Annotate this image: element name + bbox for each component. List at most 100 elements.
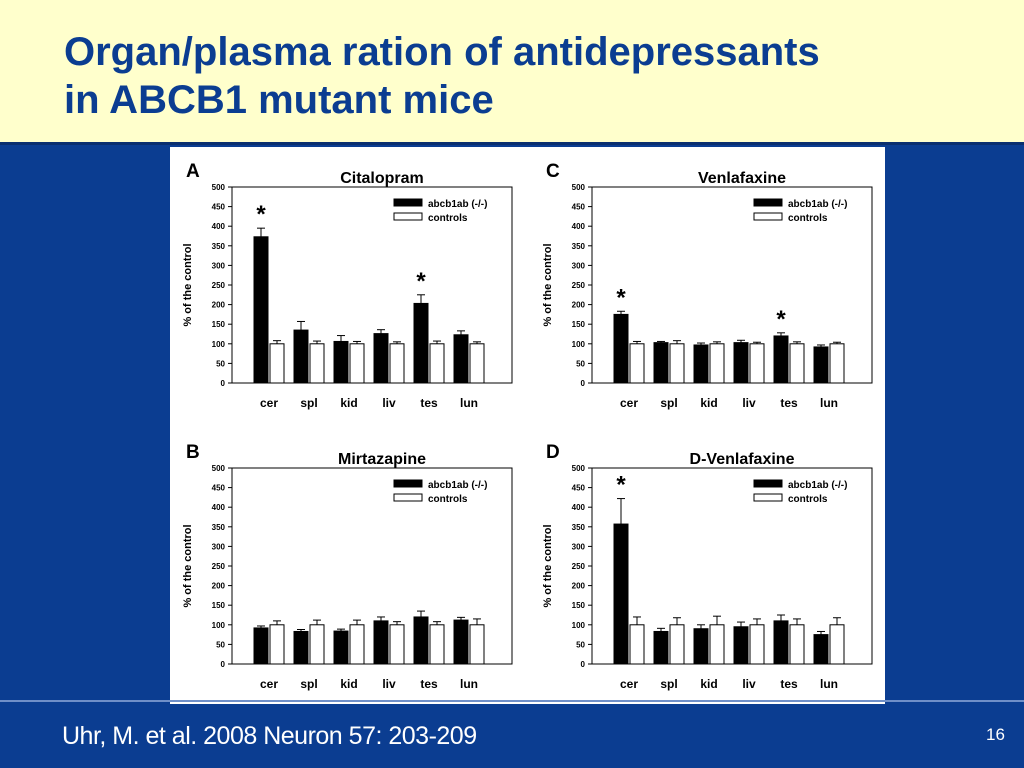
y-tick-label: 400 xyxy=(212,222,226,231)
y-tick-label: 50 xyxy=(216,359,225,368)
chart-title: Citalopram xyxy=(340,170,424,187)
y-tick-label: 300 xyxy=(212,542,226,551)
bar-mutant-kid xyxy=(333,340,349,384)
legend-label: abcb1ab (-/-) xyxy=(428,480,487,491)
chart-panel-c: C Venlafaxine 0 50 100 150 200 250 300 350 400 450 5… xyxy=(542,161,873,410)
bar-control-tes xyxy=(429,343,445,384)
x-tick-label-liv: liv xyxy=(382,677,396,691)
y-axis-label: % of the control xyxy=(182,524,194,607)
x-tick-label-kid: kid xyxy=(340,396,357,410)
y-tick-label: 250 xyxy=(572,281,586,290)
y-tick-label: 250 xyxy=(572,562,586,571)
bar-control-cer xyxy=(629,343,645,384)
bar-control-lun xyxy=(469,624,485,665)
bar-control-liv xyxy=(389,343,405,384)
y-tick-label: 300 xyxy=(572,261,586,270)
legend-label: controls xyxy=(428,494,468,505)
x-tick-label-lun: lun xyxy=(460,677,478,691)
x-tick-label-spl: spl xyxy=(660,677,677,691)
y-tick-label: 0 xyxy=(581,660,586,669)
y-tick-label: 200 xyxy=(572,301,586,310)
legend-swatch xyxy=(753,212,783,221)
bar-control-spl xyxy=(309,624,325,665)
bar-control-spl xyxy=(669,624,685,665)
y-tick-label: 400 xyxy=(572,503,586,512)
slide-title: Organ/plasma ration of antidepressants i… xyxy=(64,28,984,124)
y-tick-label: 100 xyxy=(572,340,586,349)
bar-control-tes xyxy=(789,343,805,384)
y-tick-label: 150 xyxy=(212,320,226,329)
bar-control-tes xyxy=(789,624,805,665)
bar-mutant-cer xyxy=(253,627,269,665)
y-tick-label: 200 xyxy=(212,582,226,591)
bar-mutant-tes xyxy=(773,620,789,665)
bar-mutant-kid xyxy=(693,344,709,384)
panel-letter: A xyxy=(186,161,200,182)
x-tick-label-kid: kid xyxy=(700,677,717,691)
bar-mutant-tes xyxy=(413,302,429,384)
y-tick-label: 0 xyxy=(221,660,226,669)
significance-marker: * xyxy=(416,268,426,295)
footer-divider xyxy=(0,700,1024,702)
chart-panel-a: A Citalopram 0 50 100 150 200 250 300 350 400 450 50… xyxy=(182,161,513,410)
bar-mutant-lun xyxy=(453,619,469,665)
y-tick-label: 100 xyxy=(212,621,226,630)
chart-title: D-Venlafaxine xyxy=(690,451,795,468)
x-tick-label-cer: cer xyxy=(260,677,278,691)
x-tick-label-lun: lun xyxy=(460,396,478,410)
y-tick-label: 450 xyxy=(212,484,226,493)
bar-control-liv xyxy=(389,624,405,665)
y-tick-label: 500 xyxy=(572,464,586,473)
bar-mutant-cer xyxy=(613,523,629,665)
bar-mutant-tes xyxy=(413,616,429,665)
x-tick-label-tes: tes xyxy=(420,396,438,410)
y-tick-label: 200 xyxy=(212,301,226,310)
bar-mutant-lun xyxy=(813,346,829,384)
y-tick-label: 400 xyxy=(212,503,226,512)
x-tick-label-tes: tes xyxy=(780,677,798,691)
panel-letter: C xyxy=(546,161,560,182)
legend-label: abcb1ab (-/-) xyxy=(428,199,487,210)
legend-swatch xyxy=(753,493,783,502)
legend-swatch xyxy=(753,479,783,488)
citation: Uhr, M. et al. 2008 Neuron 57: 203-209 xyxy=(62,722,477,750)
significance-marker: * xyxy=(776,306,786,333)
x-tick-label-lun: lun xyxy=(820,677,838,691)
bar-control-kid xyxy=(349,624,365,665)
legend-swatch xyxy=(393,493,423,502)
x-tick-label-liv: liv xyxy=(742,677,756,691)
x-tick-label-kid: kid xyxy=(340,677,357,691)
bar-mutant-cer xyxy=(613,313,629,384)
bar-control-lun xyxy=(829,343,845,384)
bar-control-lun xyxy=(829,624,845,665)
chart-title: Venlafaxine xyxy=(698,170,786,187)
slide-title-line2: in ABCB1 mutant mice xyxy=(64,78,494,122)
page-number: 16 xyxy=(986,725,1005,744)
bar-charts-figure: A Citalopram 0 50 100 150 200 250 300 350 400 450 50… xyxy=(182,161,873,691)
legend-swatch xyxy=(753,198,783,207)
bar-mutant-spl xyxy=(653,342,669,384)
title-divider xyxy=(0,142,1024,145)
x-tick-label-tes: tes xyxy=(420,677,438,691)
y-tick-label: 200 xyxy=(572,582,586,591)
x-tick-label-cer: cer xyxy=(260,396,278,410)
legend-label: abcb1ab (-/-) xyxy=(788,199,847,210)
y-tick-label: 350 xyxy=(212,523,226,532)
x-tick-label-lun: lun xyxy=(820,396,838,410)
figure-panel: A Citalopram 0 50 100 150 200 250 300 350 400 450 50… xyxy=(170,147,885,704)
y-tick-label: 450 xyxy=(572,203,586,212)
significance-marker: * xyxy=(616,472,626,499)
x-tick-label-spl: spl xyxy=(300,677,317,691)
title-banner xyxy=(0,0,1024,142)
x-tick-label-tes: tes xyxy=(780,396,798,410)
y-axis-label: % of the control xyxy=(542,243,554,326)
y-tick-label: 500 xyxy=(212,183,226,192)
legend-swatch xyxy=(393,212,423,221)
y-tick-label: 100 xyxy=(212,340,226,349)
y-tick-label: 350 xyxy=(212,242,226,251)
bar-mutant-spl xyxy=(293,630,309,665)
y-axis-label: % of the control xyxy=(542,524,554,607)
y-tick-label: 500 xyxy=(572,183,586,192)
y-tick-label: 100 xyxy=(572,621,586,630)
panel-letter: B xyxy=(186,442,200,463)
